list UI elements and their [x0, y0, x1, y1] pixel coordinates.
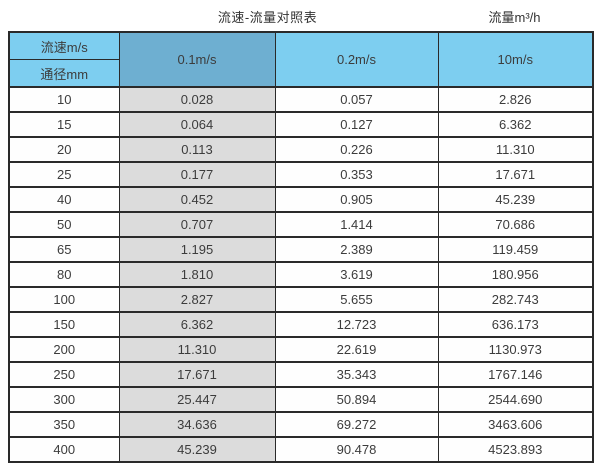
table-row: 20 0.113 0.226 11.310: [8, 136, 594, 163]
diameter-cell: 150: [8, 311, 120, 338]
flow-conversion-table: 流速m/s 0.1m/s 0.2m/s 10m/s 通径mm 10 0.028 0.…: [8, 31, 594, 463]
flow-value-cell: 1.810: [118, 261, 276, 288]
table-row: 200 11.310 22.619 1130.973: [8, 336, 594, 363]
table-title: 流速-流量对照表: [217, 10, 318, 25]
table-row: 400 45.239 90.478 4523.893: [8, 436, 594, 463]
flow-value-cell: 0.057: [274, 86, 439, 113]
flow-value-cell: 1130.973: [437, 336, 594, 363]
diameter-cell: 250: [8, 361, 120, 388]
table-body: 10 0.028 0.057 2.826 15 0.064 0.127 6.362 20 0.11…: [8, 86, 594, 463]
col-header-0-2ms: 0.2m/s: [274, 31, 439, 88]
table-row: 50 0.707 1.414 70.686: [8, 211, 594, 238]
flow-value-cell: 11.310: [118, 336, 276, 363]
flow-value-cell: 0.452: [118, 186, 276, 213]
flow-value-cell: 0.064: [118, 111, 276, 138]
col-header-10ms: 10m/s: [437, 31, 594, 88]
diameter-cell: 10: [8, 86, 120, 113]
flow-value-cell: 2.826: [437, 86, 594, 113]
table-row: 25 0.177 0.353 17.671: [8, 161, 594, 188]
table-row: 65 1.195 2.389 119.459: [8, 236, 594, 263]
flow-value-cell: 3463.606: [437, 411, 594, 438]
diameter-cell: 65: [8, 236, 120, 263]
flow-value-cell: 0.177: [118, 161, 276, 188]
flow-value-cell: 636.173: [437, 311, 594, 338]
flow-value-cell: 3.619: [274, 261, 439, 288]
diameter-cell: 350: [8, 411, 120, 438]
flow-value-cell: 0.226: [274, 136, 439, 163]
flow-value-cell: 0.353: [274, 161, 439, 188]
diameter-cell: 40: [8, 186, 120, 213]
flow-value-cell: 1.195: [118, 236, 276, 263]
flow-value-cell: 1.414: [274, 211, 439, 238]
corner-diameter-label: 通径mm: [8, 59, 120, 88]
diameter-cell: 20: [8, 136, 120, 163]
titlebar: 流速-流量对照表 流量m³/h: [0, 0, 600, 30]
header-row-top: 流速m/s 0.1m/s 0.2m/s 10m/s: [8, 31, 594, 88]
flow-value-cell: 69.272: [274, 411, 439, 438]
table-header: 流速m/s 0.1m/s 0.2m/s 10m/s 通径mm: [8, 31, 594, 88]
flow-value-cell: 0.113: [118, 136, 276, 163]
flow-value-cell: 17.671: [118, 361, 276, 388]
flow-value-cell: 34.636: [118, 411, 276, 438]
diameter-cell: 15: [8, 111, 120, 138]
col-header-0-1ms: 0.1m/s: [118, 31, 276, 88]
flow-value-cell: 0.707: [118, 211, 276, 238]
flow-value-cell: 119.459: [437, 236, 594, 263]
table-row: 350 34.636 69.272 3463.606: [8, 411, 594, 438]
flow-value-cell: 4523.893: [437, 436, 594, 463]
header-row-bottom: 通径mm: [8, 59, 593, 88]
corner-flow-velocity-label: 流速m/s: [8, 31, 120, 60]
diameter-cell: 300: [8, 386, 120, 413]
flow-unit-label: 流量m³/h: [488, 10, 541, 25]
diameter-cell: 100: [8, 286, 120, 313]
flow-value-cell: 50.894: [274, 386, 439, 413]
flow-value-cell: 17.671: [437, 161, 594, 188]
flow-value-cell: 2.827: [118, 286, 276, 313]
table-row: 250 17.671 35.343 1767.146: [8, 361, 594, 388]
diameter-cell: 200: [8, 336, 120, 363]
flow-value-cell: 25.447: [118, 386, 276, 413]
diameter-cell: 400: [8, 436, 120, 463]
diameter-cell: 80: [8, 261, 120, 288]
flow-value-cell: 0.028: [118, 86, 276, 113]
table-row: 300 25.447 50.894 2544.690: [8, 386, 594, 413]
flow-value-cell: 45.239: [118, 436, 276, 463]
flow-value-cell: 0.127: [274, 111, 439, 138]
flow-value-cell: 11.310: [437, 136, 594, 163]
flow-value-cell: 180.956: [437, 261, 594, 288]
table-row: 100 2.827 5.655 282.743: [8, 286, 594, 313]
table-row: 15 0.064 0.127 6.362: [8, 111, 594, 138]
table-row: 80 1.810 3.619 180.956: [8, 261, 594, 288]
diameter-cell: 25: [8, 161, 120, 188]
table-row: 10 0.028 0.057 2.826: [8, 86, 594, 113]
flow-value-cell: 1767.146: [437, 361, 594, 388]
flow-value-cell: 45.239: [437, 186, 594, 213]
flow-value-cell: 0.905: [274, 186, 439, 213]
table-row: 40 0.452 0.905 45.239: [8, 186, 594, 213]
flow-value-cell: 22.619: [274, 336, 439, 363]
flow-value-cell: 90.478: [274, 436, 439, 463]
flow-value-cell: 2544.690: [437, 386, 594, 413]
flow-value-cell: 2.389: [274, 236, 439, 263]
flow-value-cell: 6.362: [437, 111, 594, 138]
flow-value-cell: 70.686: [437, 211, 594, 238]
flow-value-cell: 6.362: [118, 311, 276, 338]
flow-value-cell: 35.343: [274, 361, 439, 388]
table-row: 150 6.362 12.723 636.173: [8, 311, 594, 338]
flow-value-cell: 282.743: [437, 286, 594, 313]
diameter-cell: 50: [8, 211, 120, 238]
flow-value-cell: 5.655: [274, 286, 439, 313]
flow-value-cell: 12.723: [274, 311, 439, 338]
